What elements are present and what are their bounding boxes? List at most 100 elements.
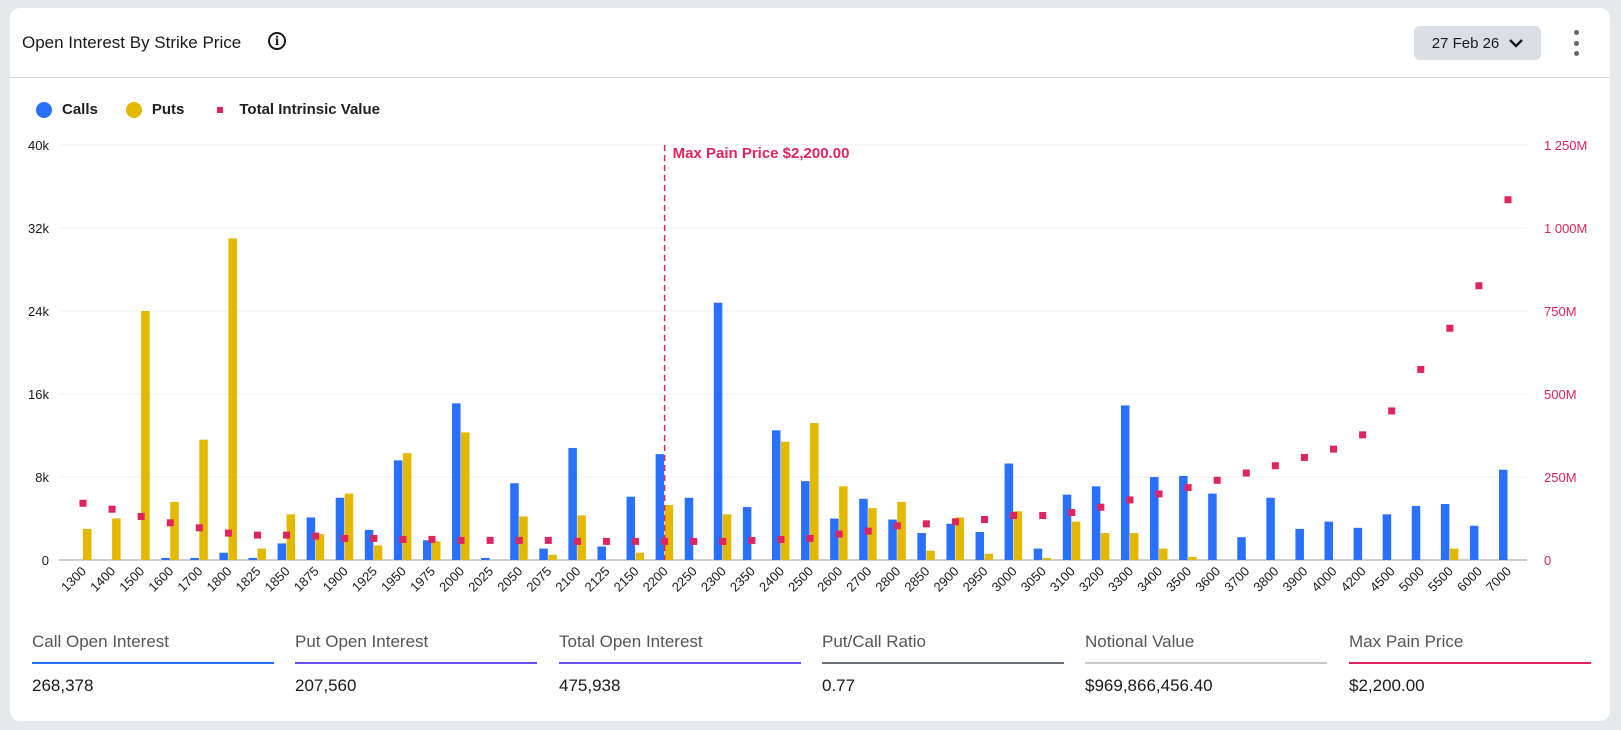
put-bar: [170, 501, 179, 560]
tiv-point: [79, 499, 87, 507]
call-bar: [510, 483, 519, 560]
open-interest-card: [10, 8, 1610, 721]
put-bar: [1013, 511, 1023, 560]
x-tick-label: 2950: [960, 564, 991, 595]
call-bar: [277, 543, 287, 560]
put-bar: [577, 515, 586, 560]
stat-label: Call Open Interest: [32, 632, 170, 651]
x-tick-label: 5000: [1396, 564, 1427, 595]
call-bar: [1411, 506, 1421, 560]
tiv-point: [1475, 282, 1483, 290]
x-tick-label: 1300: [58, 564, 89, 595]
put-bar: [1042, 557, 1052, 560]
x-tick-label: 4500: [1367, 564, 1398, 595]
call-bar: [1266, 497, 1275, 560]
stat-underline: [822, 662, 1064, 664]
put-bar: [897, 501, 906, 560]
x-tick-label: 2250: [669, 564, 700, 595]
kebab-menu-icon[interactable]: [1570, 30, 1582, 56]
call-bar: [248, 557, 257, 560]
stat-value: 475,938: [559, 676, 621, 695]
stat-label: Put/Call Ratio: [822, 632, 926, 651]
put-bar: [315, 534, 325, 560]
legend-puts-label: Puts: [151, 101, 185, 118]
tiv-point: [253, 531, 261, 539]
tiv-point: [951, 518, 959, 526]
put-bar: [984, 553, 994, 560]
call-bar: [364, 529, 374, 560]
put-bar: [373, 545, 383, 560]
stat-total-oi: Total Open Interest 475,938: [559, 632, 801, 696]
tiv-point: [1417, 365, 1425, 373]
tiv-point: [893, 522, 901, 530]
tiv-point: [1039, 512, 1047, 520]
call-bar: [1033, 548, 1043, 560]
x-tick-label: 6000: [1454, 564, 1485, 595]
put-bar: [461, 432, 470, 560]
chevron-down-icon: [1509, 39, 1524, 48]
call-bar: [1150, 477, 1159, 560]
x-tick-label: 2050: [494, 564, 525, 595]
call-bar: [422, 540, 432, 560]
put-bar: [141, 311, 150, 560]
stat-value: 268,378: [32, 676, 94, 695]
x-tick-label: 2600: [814, 564, 845, 595]
x-tick-label: 3900: [1279, 564, 1310, 595]
call-bar: [1237, 537, 1246, 560]
x-tick-label: 1700: [174, 564, 205, 595]
y-right-tick-label: 250M: [1544, 470, 1577, 485]
max-pain-annotation: Max Pain Price $2,200.00: [673, 145, 850, 162]
tiv-point: [1155, 490, 1163, 498]
put-bar: [1159, 548, 1168, 560]
call-bar: [1324, 521, 1334, 560]
call-bar: [771, 430, 781, 560]
tiv-point: [399, 535, 407, 543]
tiv-point: [1068, 509, 1076, 517]
x-tick-label: 3800: [1250, 564, 1281, 595]
call-bar: [1208, 493, 1217, 560]
tiv-point: [341, 534, 349, 542]
x-tick-label: 2125: [582, 564, 613, 595]
x-tick-label: 2850: [901, 564, 932, 595]
tiv-point: [486, 536, 494, 544]
tiv-point: [457, 536, 465, 544]
legend-calls[interactable]: Calls: [36, 101, 98, 118]
tiv-point: [370, 534, 378, 542]
open-interest-chart: 40k 1 250M 32k 1 000M 24k 750M 16k 500M 8k 250M 0 0…: [28, 138, 1587, 595]
x-tick-label: 3200: [1076, 564, 1107, 595]
x-tick-label: 1400: [87, 564, 118, 595]
call-bar: [742, 507, 752, 560]
stat-label: Notional Value: [1085, 632, 1195, 651]
put-bar: [926, 550, 935, 560]
tiv-point: [1446, 324, 1454, 332]
put-bar: [635, 552, 645, 560]
x-tick-label: 1600: [145, 564, 176, 595]
x-tick-label: 1925: [349, 564, 380, 595]
tiv-point: [719, 537, 727, 545]
x-tick-label: 3100: [1047, 564, 1078, 595]
tiv-point: [428, 535, 436, 543]
legend-tiv[interactable]: Total Intrinsic Value: [212, 101, 380, 118]
put-bar: [199, 439, 208, 560]
y-left-tick-label: 40k: [28, 138, 49, 153]
x-tick-label: 2800: [872, 564, 903, 595]
put-bar: [868, 508, 877, 560]
call-bar: [568, 447, 577, 560]
tiv-point: [690, 537, 698, 545]
tiv-point: [922, 520, 930, 528]
tiv-point: [748, 536, 756, 544]
x-tick-label: 3400: [1134, 564, 1165, 595]
info-circle-icon[interactable]: i: [268, 32, 286, 50]
tiv-point: [224, 529, 232, 537]
legend-puts[interactable]: Puts: [125, 101, 185, 118]
tiv-point: [1330, 445, 1338, 453]
tiv-point: [166, 519, 174, 527]
y-right-tick-label: 0: [1544, 553, 1551, 568]
put-bar: [519, 516, 528, 560]
expiry-date-dropdown[interactable]: 27 Feb 26: [1414, 26, 1541, 60]
call-bar: [946, 523, 955, 560]
call-bar: [917, 533, 926, 560]
tiv-point: [1300, 453, 1308, 461]
x-tick-label: 2500: [785, 564, 816, 595]
x-tick-label: 2900: [931, 564, 962, 595]
